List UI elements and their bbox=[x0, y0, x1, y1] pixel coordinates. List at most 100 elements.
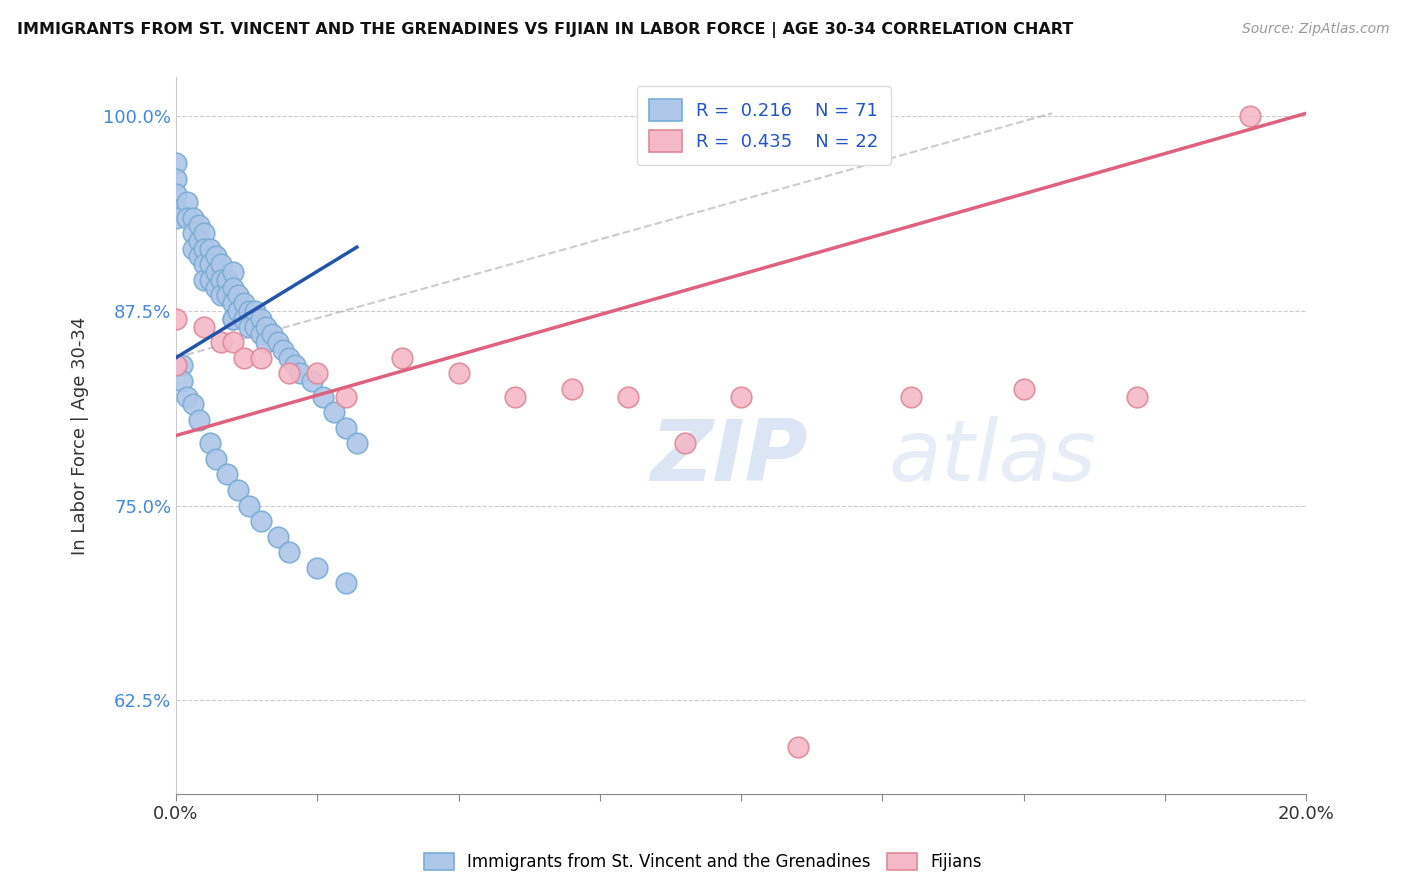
Point bbox=[249, 311, 271, 326]
Point bbox=[187, 413, 209, 427]
Point bbox=[165, 311, 187, 326]
Point bbox=[176, 211, 198, 225]
Point bbox=[221, 265, 243, 279]
Point bbox=[176, 194, 198, 209]
Point bbox=[232, 311, 254, 326]
Point bbox=[170, 374, 193, 388]
Point bbox=[209, 288, 232, 302]
Point bbox=[204, 265, 226, 279]
Point bbox=[290, 366, 312, 380]
Point bbox=[278, 351, 301, 365]
Point bbox=[170, 359, 193, 373]
Point bbox=[204, 250, 226, 264]
Point bbox=[617, 390, 640, 404]
Text: ZIP: ZIP bbox=[651, 416, 808, 499]
Point bbox=[165, 202, 187, 217]
Legend: R =  0.216    N = 71, R =  0.435    N = 22: R = 0.216 N = 71, R = 0.435 N = 22 bbox=[637, 87, 891, 165]
Point bbox=[238, 499, 260, 513]
Point bbox=[673, 436, 696, 450]
Point bbox=[226, 483, 249, 497]
Point bbox=[1126, 390, 1149, 404]
Point bbox=[215, 273, 238, 287]
Point bbox=[221, 335, 243, 350]
Point bbox=[346, 436, 368, 450]
Point bbox=[221, 280, 243, 294]
Point bbox=[221, 296, 243, 310]
Point bbox=[249, 514, 271, 528]
Point bbox=[243, 319, 266, 334]
Point bbox=[323, 405, 346, 419]
Point bbox=[900, 390, 922, 404]
Point bbox=[249, 351, 271, 365]
Point bbox=[262, 327, 284, 342]
Text: IMMIGRANTS FROM ST. VINCENT AND THE GRENADINES VS FIJIAN IN LABOR FORCE | AGE 30: IMMIGRANTS FROM ST. VINCENT AND THE GREN… bbox=[17, 22, 1073, 38]
Point bbox=[193, 257, 215, 271]
Point bbox=[307, 366, 329, 380]
Point bbox=[226, 304, 249, 318]
Point bbox=[198, 436, 221, 450]
Point bbox=[187, 234, 209, 248]
Point bbox=[193, 273, 215, 287]
Point bbox=[176, 390, 198, 404]
Point bbox=[221, 311, 243, 326]
Point bbox=[301, 374, 323, 388]
Point bbox=[391, 351, 413, 365]
Point bbox=[181, 242, 204, 256]
Point bbox=[1012, 382, 1035, 396]
Point bbox=[209, 257, 232, 271]
Point bbox=[307, 561, 329, 575]
Point bbox=[278, 366, 301, 380]
Point bbox=[1239, 109, 1261, 123]
Point bbox=[238, 304, 260, 318]
Point bbox=[267, 530, 290, 544]
Point bbox=[335, 390, 357, 404]
Point bbox=[165, 171, 187, 186]
Point bbox=[278, 545, 301, 559]
Point bbox=[181, 211, 204, 225]
Point bbox=[730, 390, 752, 404]
Point bbox=[193, 226, 215, 240]
Point bbox=[204, 280, 226, 294]
Legend: Immigrants from St. Vincent and the Grenadines, Fijians: Immigrants from St. Vincent and the Gren… bbox=[416, 845, 990, 880]
Point bbox=[226, 288, 249, 302]
Point bbox=[249, 327, 271, 342]
Point bbox=[165, 359, 187, 373]
Point bbox=[181, 397, 204, 411]
Point bbox=[187, 250, 209, 264]
Point bbox=[198, 257, 221, 271]
Point bbox=[165, 187, 187, 202]
Point bbox=[215, 467, 238, 482]
Point bbox=[232, 296, 254, 310]
Point bbox=[198, 242, 221, 256]
Point bbox=[243, 304, 266, 318]
Point bbox=[254, 335, 277, 350]
Point bbox=[503, 390, 526, 404]
Text: Source: ZipAtlas.com: Source: ZipAtlas.com bbox=[1241, 22, 1389, 37]
Point bbox=[181, 226, 204, 240]
Point bbox=[193, 319, 215, 334]
Point bbox=[215, 288, 238, 302]
Point bbox=[335, 421, 357, 435]
Point bbox=[267, 335, 290, 350]
Point bbox=[447, 366, 470, 380]
Point bbox=[193, 242, 215, 256]
Point bbox=[165, 211, 187, 225]
Text: atlas: atlas bbox=[889, 416, 1097, 499]
Point bbox=[273, 343, 295, 357]
Point bbox=[561, 382, 583, 396]
Point bbox=[254, 319, 277, 334]
Point bbox=[335, 576, 357, 591]
Point bbox=[238, 319, 260, 334]
Y-axis label: In Labor Force | Age 30-34: In Labor Force | Age 30-34 bbox=[72, 317, 89, 555]
Point bbox=[209, 335, 232, 350]
Point bbox=[221, 311, 243, 326]
Point bbox=[786, 739, 808, 754]
Point bbox=[209, 273, 232, 287]
Point bbox=[187, 219, 209, 233]
Point bbox=[198, 273, 221, 287]
Point bbox=[204, 451, 226, 466]
Point bbox=[232, 351, 254, 365]
Point bbox=[165, 156, 187, 170]
Point bbox=[284, 359, 307, 373]
Point bbox=[312, 390, 335, 404]
